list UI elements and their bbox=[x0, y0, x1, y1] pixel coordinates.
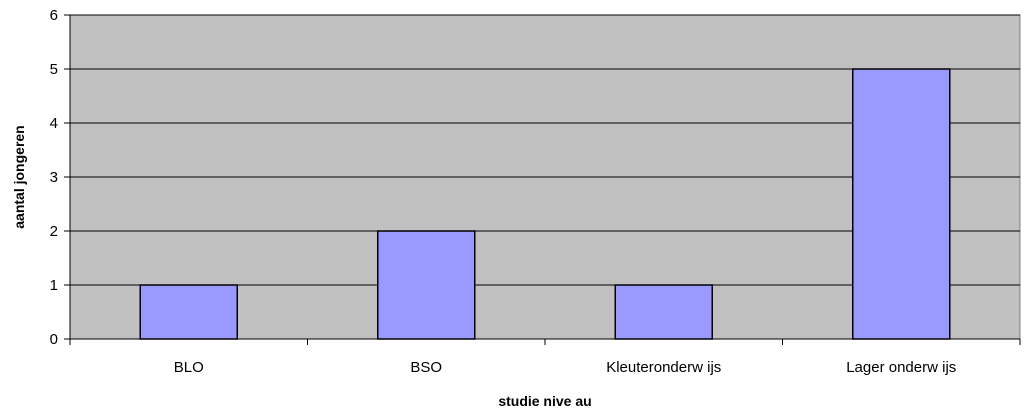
y-tick-label: 2 bbox=[50, 223, 58, 240]
x-axis-title: studie nive au bbox=[498, 393, 591, 409]
x-tick-label: Kleuteronderw ijs bbox=[606, 359, 721, 376]
y-tick-label: 0 bbox=[50, 331, 58, 348]
y-tick-label: 5 bbox=[50, 61, 58, 78]
bar bbox=[139, 284, 238, 340]
bar bbox=[852, 68, 951, 340]
bar bbox=[377, 230, 476, 340]
y-tick-label: 1 bbox=[50, 277, 58, 294]
y-axis: 0 1 2 3 4 5 6 bbox=[50, 7, 71, 348]
bar bbox=[614, 284, 713, 340]
x-tick-label: BSO bbox=[410, 359, 442, 376]
x-tick-label: BLO bbox=[174, 359, 204, 376]
y-tick-label: 3 bbox=[50, 169, 58, 186]
y-axis-title: aantal jongeren bbox=[11, 125, 27, 228]
y-tick-label: 6 bbox=[50, 7, 58, 24]
x-axis: BLO BSO Kleuteronderw ijs Lager onderw ijs bbox=[69, 338, 1021, 376]
y-tick-label: 4 bbox=[50, 115, 58, 132]
bars bbox=[139, 68, 951, 340]
x-tick-label: Lager onderw ijs bbox=[846, 359, 956, 376]
